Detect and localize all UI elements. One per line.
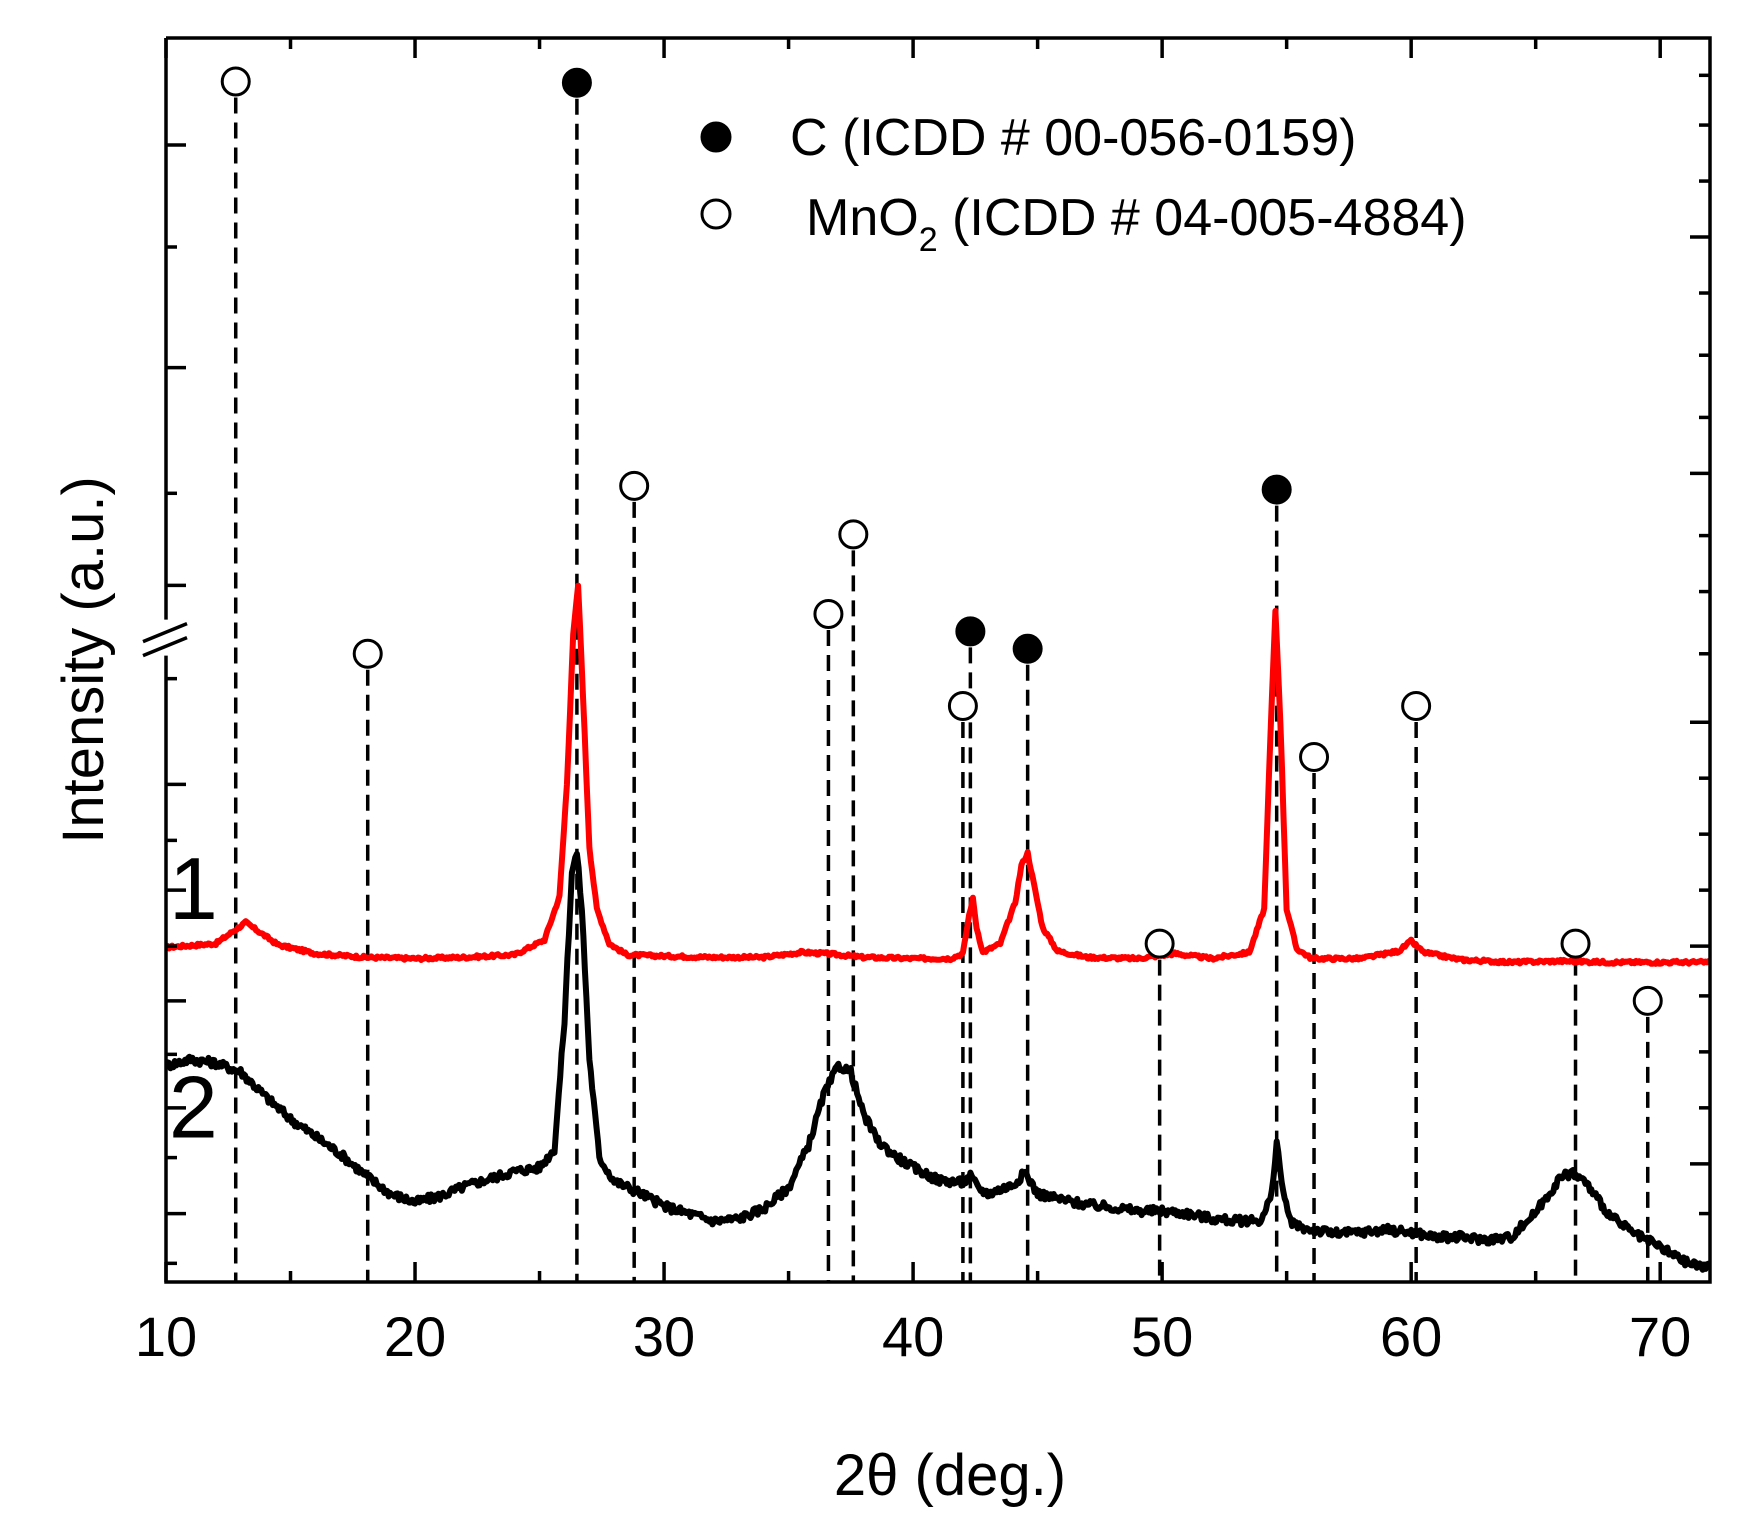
legend-label-mno2: MnO2 (ICDD # 04-005-4884): [806, 189, 1467, 259]
axes: 10 20 30 40 50 60 70: [135, 36, 1712, 1368]
x-tick-label-70: 70: [1629, 1305, 1691, 1368]
reference-marker-mno2-12: [1401, 691, 1432, 722]
axis-labels: 2θ (deg.) Intensity (a.u.): [51, 476, 1066, 1508]
legend: C (ICDD # 00-056-0159) MnO2 (ICDD # 04-0…: [700, 109, 1467, 259]
axis-break-mark-upper: [142, 621, 188, 644]
reference-marker-c-8: [1012, 633, 1043, 664]
reference-marker-mno2-9: [1144, 928, 1175, 959]
reference-markers: [220, 66, 1663, 1016]
axis-break-mark-lower: [142, 635, 188, 658]
x-tick-label-60: 60: [1380, 1305, 1442, 1368]
reference-marker-mno2-14: [1632, 985, 1663, 1016]
x-tick-label-40: 40: [882, 1305, 944, 1368]
reference-marker-mno2-3: [619, 470, 650, 501]
series-layer: [166, 582, 1710, 1273]
reference-marker-mno2-4: [813, 598, 844, 629]
curve-label-2: 2: [169, 1058, 218, 1157]
curve-annotations: 1 2: [169, 839, 218, 1157]
legend-label-carbon: C (ICDD # 00-056-0159): [790, 109, 1356, 167]
series-line-1: [166, 582, 1710, 967]
x-axis-title: 2θ (deg.): [834, 1443, 1066, 1508]
x-tick-label-50: 50: [1131, 1305, 1193, 1368]
reference-marker-c-10: [1261, 474, 1292, 505]
reference-marker-mno2-0: [220, 66, 251, 97]
reference-marker-mno2-1: [352, 638, 383, 669]
x-tick-label-30: 30: [633, 1305, 695, 1368]
reference-lines: [233, 97, 1650, 1282]
reference-marker-mno2-6: [947, 691, 978, 722]
reference-marker-mno2-13: [1560, 928, 1591, 959]
x-tick-label-20: 20: [384, 1305, 446, 1368]
curve-label-1: 1: [169, 839, 218, 938]
reference-marker-c-7: [955, 616, 986, 647]
legend-mno2-prefix: MnO: [806, 189, 919, 247]
legend-mno2-suffix: (ICDD # 04-005-4884): [938, 189, 1467, 247]
series-line-2: [166, 850, 1710, 1273]
reference-marker-mno2-11: [1299, 742, 1330, 773]
reference-marker-c-2: [561, 67, 592, 98]
y-axis-title: Intensity (a.u.): [51, 476, 116, 843]
legend-marker-mno2: [700, 198, 732, 230]
plot-frame: [164, 36, 1712, 1284]
legend-mno2-subscript: 2: [919, 221, 938, 259]
reference-marker-mno2-5: [838, 519, 869, 550]
x-tick-label-10: 10: [135, 1305, 197, 1368]
legend-marker-carbon: [700, 121, 732, 153]
